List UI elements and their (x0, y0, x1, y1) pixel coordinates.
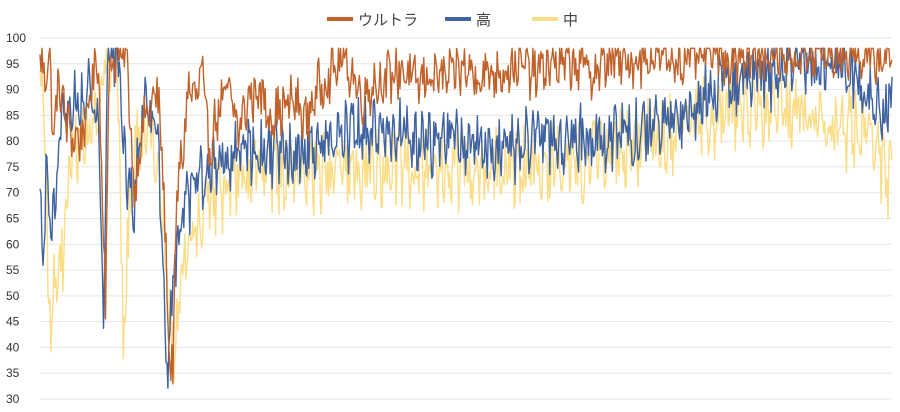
y-tick-label-70: 70 (6, 186, 20, 200)
y-tick-label-100: 100 (6, 31, 26, 45)
series-line-0 (39, 47, 893, 385)
legend: ウルトラ 高 中 (327, 11, 578, 29)
legend-label-2: 中 (563, 11, 578, 29)
y-tick-label-80: 80 (6, 134, 20, 148)
legend-label-0: ウルトラ (358, 11, 418, 29)
y-tick-label-75: 75 (6, 160, 20, 174)
y-tick-label-65: 65 (6, 212, 20, 226)
y-tick-label-35: 35 (6, 366, 20, 380)
y-axis: 30 35 40 45 50 55 60 65 70 75 80 85 90 95 100 (6, 31, 26, 406)
y-tick-label-50: 50 (6, 289, 20, 303)
y-tick-label-85: 85 (6, 108, 20, 122)
series-lines (39, 47, 893, 389)
y-tick-label-30: 30 (6, 392, 20, 406)
legend-label-1: 高 (476, 11, 491, 29)
y-tick-label-40: 40 (6, 340, 20, 354)
y-tick-label-60: 60 (6, 237, 20, 251)
y-tick-label-55: 55 (6, 263, 20, 277)
y-tick-label-45: 45 (6, 315, 20, 329)
y-tick-label-95: 95 (6, 57, 20, 71)
series-line-2 (39, 47, 893, 384)
y-tick-label-90: 90 (6, 83, 20, 97)
series-line-1 (39, 47, 893, 389)
